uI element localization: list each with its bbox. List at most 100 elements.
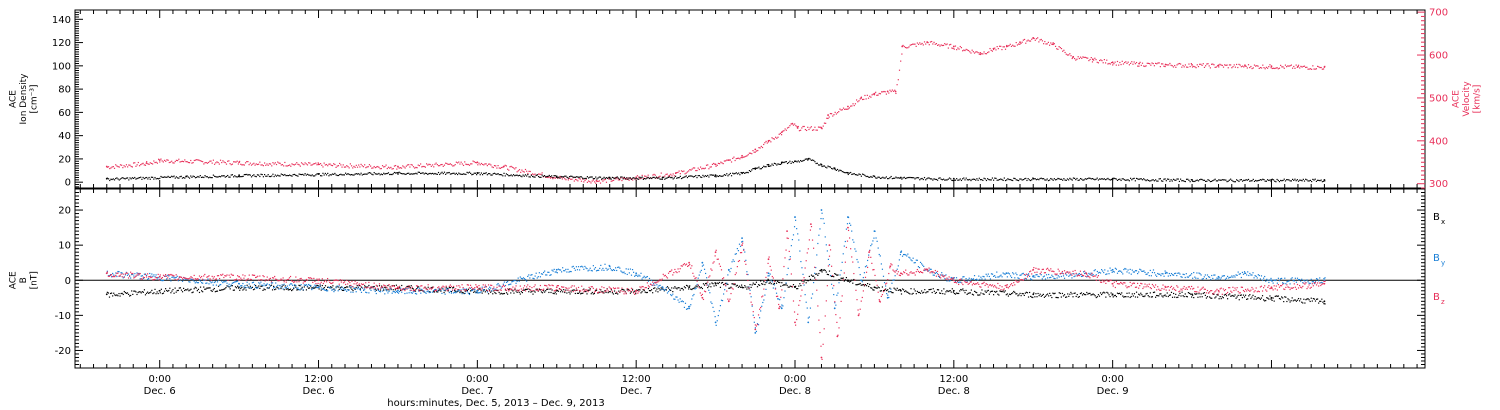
bx-series-point xyxy=(339,287,341,289)
density-series-data-point xyxy=(780,161,783,164)
density-series-point xyxy=(291,175,293,177)
density-series-point xyxy=(549,176,552,178)
by-series-point xyxy=(304,284,306,286)
bx-series-point xyxy=(876,287,878,289)
bz-series-point xyxy=(274,275,276,278)
by-series-point xyxy=(647,280,650,282)
by-series xyxy=(105,209,1326,334)
bx-series-point xyxy=(696,286,698,288)
bx-series-point xyxy=(1098,295,1101,297)
density-series-point xyxy=(1237,179,1239,182)
by-series-point xyxy=(898,259,900,261)
velocity-series-point xyxy=(1065,53,1067,55)
velocity-series-point xyxy=(639,178,641,180)
density-series-point xyxy=(515,174,517,176)
velocity-series-point xyxy=(1195,67,1197,69)
velocity-series-point xyxy=(402,165,404,167)
velocity-series-point xyxy=(896,84,898,86)
bx-series-point xyxy=(778,281,780,283)
by-series-point xyxy=(335,287,337,289)
bx-series-point xyxy=(1110,292,1112,294)
by-series-point xyxy=(400,287,402,289)
velocity-series-point xyxy=(763,143,765,146)
velocity-series-point xyxy=(283,165,285,167)
by-series-point xyxy=(405,287,407,290)
bz-series-point xyxy=(305,278,308,281)
bz-series-point xyxy=(189,277,191,279)
velocity-series-point xyxy=(485,163,487,165)
by-series-point xyxy=(196,282,198,284)
bx-series-point xyxy=(924,289,926,291)
bx-series-point xyxy=(1030,295,1032,298)
by-series-point xyxy=(708,289,710,291)
by-series-point xyxy=(768,275,770,277)
by-series-point xyxy=(1036,274,1038,276)
density-series-point xyxy=(1045,179,1047,181)
density-series-point xyxy=(571,175,573,177)
density-series-point xyxy=(842,171,845,173)
velocity-series-point xyxy=(1295,64,1297,66)
by-series-point xyxy=(253,284,256,286)
by-series-point xyxy=(1255,275,1257,278)
density-series-point xyxy=(878,176,880,178)
by-series-point xyxy=(778,298,780,300)
by-series-point xyxy=(663,289,665,291)
bz-series-point xyxy=(180,276,183,278)
density-series-point xyxy=(546,175,548,178)
bx-series-point xyxy=(700,286,702,288)
velocity-series-point xyxy=(576,179,578,181)
velocity-series-point xyxy=(598,180,600,182)
by-series-point xyxy=(169,277,171,280)
bx-series-point xyxy=(1302,302,1304,304)
by-series-data-point xyxy=(860,279,863,282)
by-series-point xyxy=(679,298,681,300)
bx-series-point xyxy=(602,291,604,293)
density-series-point xyxy=(942,178,945,180)
velocity-series-point xyxy=(196,159,198,161)
bz-series-point xyxy=(269,277,272,280)
velocity-series-point xyxy=(1307,68,1309,70)
density-series-point xyxy=(604,177,606,180)
velocity-series-point xyxy=(571,178,573,180)
velocity-series-point xyxy=(274,162,276,164)
by-series-point xyxy=(953,277,956,279)
bx-series-point xyxy=(525,288,527,290)
bx-series-point xyxy=(623,289,625,291)
density-series-point xyxy=(739,174,741,176)
by-series-point xyxy=(795,219,797,221)
bx-series-point xyxy=(1194,293,1196,295)
by-series-point xyxy=(1125,268,1127,270)
velocity-series-data-point xyxy=(886,90,889,93)
density-series-point xyxy=(205,176,207,178)
velocity-series-point xyxy=(733,156,735,158)
density-series-point xyxy=(1155,179,1157,181)
by-series-point xyxy=(390,288,392,290)
bx-series-point xyxy=(562,291,564,293)
bz-series-point xyxy=(306,279,309,281)
bx-series-point xyxy=(441,287,443,289)
by-series-point xyxy=(1234,276,1236,278)
velocity-series-point xyxy=(1059,47,1061,49)
density-series-point xyxy=(1282,179,1284,182)
density-series-point xyxy=(876,177,878,179)
by-series-point xyxy=(1201,278,1203,280)
bx-series-point xyxy=(550,291,552,294)
bx-series-point xyxy=(1085,294,1087,296)
density-series-point xyxy=(1031,179,1033,181)
bx-series-data-point xyxy=(741,286,743,289)
velocity-series-point xyxy=(574,178,577,181)
density-series-point xyxy=(1182,179,1184,182)
by-series-point xyxy=(282,288,284,290)
velocity-series-point xyxy=(721,162,723,164)
density-series-point xyxy=(389,173,391,176)
velocity-series-point xyxy=(284,161,286,164)
velocity-series-point xyxy=(922,44,924,46)
by-series-point xyxy=(462,288,464,290)
velocity-series-point xyxy=(1107,63,1109,65)
by-series-point xyxy=(559,269,562,271)
density-series-point xyxy=(596,178,598,180)
bz-series-point xyxy=(310,277,312,279)
by-series-point xyxy=(385,289,387,291)
by-series-point xyxy=(1268,281,1270,284)
velocity-series-point xyxy=(771,137,773,139)
